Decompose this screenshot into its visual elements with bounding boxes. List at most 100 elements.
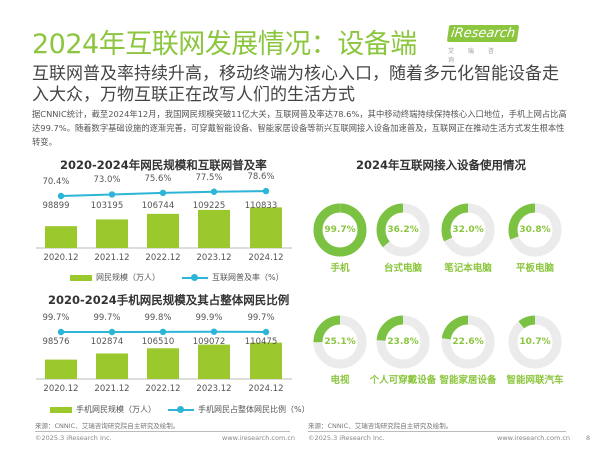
bar xyxy=(96,353,128,379)
iresearch-logo: iResearch 艾 瑞 咨 询 xyxy=(446,22,520,64)
bar xyxy=(45,226,77,248)
line-point xyxy=(108,328,116,336)
donut-value: 10.7% xyxy=(519,337,551,347)
donut xyxy=(441,203,495,257)
line-label: 77.5% xyxy=(195,172,223,183)
donut-arc xyxy=(313,315,367,369)
donut-value: 25.1% xyxy=(324,337,356,347)
donut-arc xyxy=(441,203,495,257)
donut-arc xyxy=(376,203,430,257)
source-left: 来源：CNNIC、艾瑞咨询研究院自主研究及绘制。 xyxy=(35,422,180,430)
legend-bar-swatch xyxy=(50,406,72,413)
bar xyxy=(250,207,282,248)
bar-label: 106744 xyxy=(141,201,175,211)
legend-line-swatch xyxy=(182,273,208,281)
donut xyxy=(376,203,430,257)
donut xyxy=(313,315,367,369)
bar-label: 110475 xyxy=(244,337,278,347)
bar xyxy=(45,359,77,379)
line-point xyxy=(262,187,270,195)
line-point xyxy=(262,328,270,336)
x-tick-label: 2024.12 xyxy=(248,384,284,394)
bar-label: 102874 xyxy=(90,337,124,347)
x-tick-label: 2023.12 xyxy=(196,253,232,263)
line-label: 75.6% xyxy=(144,173,172,184)
donut-label: 电视 xyxy=(330,375,350,386)
x-tick-label: 2021.12 xyxy=(94,253,130,263)
bar-label: 98899 xyxy=(42,201,70,211)
line-point xyxy=(57,192,65,200)
source-right: 来源：CNNIC、艾瑞咨询研究院自主研究及绘制。 xyxy=(308,422,453,430)
donut-label: 平板电脑 xyxy=(515,263,554,274)
donut xyxy=(376,315,430,369)
line-point xyxy=(210,328,218,335)
donut-label: 笔记本电脑 xyxy=(444,263,492,274)
donut-label: 台式电脑 xyxy=(383,263,422,274)
legend-line-label: 手机网民占整体网民比例（%） xyxy=(198,405,310,414)
line-point xyxy=(108,191,116,198)
legend-bar-label: 手机网民规模（万人） xyxy=(76,405,156,414)
donut-value: 36.2% xyxy=(387,225,419,235)
donut-label: 个人可穿戴设备 xyxy=(369,375,437,386)
divider xyxy=(35,431,290,432)
donut xyxy=(508,203,562,257)
x-tick-label: 2022.12 xyxy=(145,384,181,394)
chart2-title: 2020-2024手机网民规模及其占整体网民比例 xyxy=(48,293,290,307)
donut-value: 32.0% xyxy=(452,225,484,235)
line-point xyxy=(159,328,167,336)
x-tick-label: 2020.12 xyxy=(43,253,79,263)
line-point xyxy=(57,328,65,336)
chart2-svg xyxy=(36,328,292,380)
x-tick-label: 2021.12 xyxy=(94,384,130,394)
donut-label: 手机 xyxy=(330,263,350,274)
legend-line-swatch xyxy=(168,405,194,413)
bar xyxy=(198,209,230,248)
line-label: 99.9% xyxy=(195,312,223,323)
line-point xyxy=(159,189,167,197)
x-tick-label: 2020.12 xyxy=(43,384,79,394)
url-left: www.iresearch.com.cn xyxy=(222,434,296,442)
line-label: 73.0% xyxy=(93,175,121,186)
bar xyxy=(198,344,230,379)
page-title: 2024年互联网发展情况：设备端 xyxy=(32,29,417,60)
donut-title: 2024年互联网接入设备使用情况 xyxy=(356,158,527,172)
copyright-left: ©2025.3 iResearch Inc. xyxy=(35,434,112,442)
donut-value: 99.7% xyxy=(324,225,356,235)
legend-line-label: 互联网普及率（%） xyxy=(212,273,284,282)
donut-arc xyxy=(508,203,562,257)
bar xyxy=(250,342,282,379)
line-label: 99.7% xyxy=(42,313,70,323)
line-label: 99.7% xyxy=(93,313,121,323)
bar xyxy=(96,219,128,248)
copyright-right: ©2025.3 iResearch Inc. xyxy=(308,434,385,442)
line-label: 70.4% xyxy=(42,177,70,187)
page-number: 8 xyxy=(586,434,591,442)
line-label: 99.8% xyxy=(144,312,172,323)
donut xyxy=(441,315,495,369)
divider xyxy=(308,431,566,432)
body-text: 据CNNIC统计，截至2024年12月，我国网民规模突破11亿大关，互联网普及率… xyxy=(32,109,567,147)
donut-value: 22.6% xyxy=(452,337,484,347)
bar-label: 110833 xyxy=(244,201,278,211)
bar-label: 109225 xyxy=(192,201,226,211)
x-tick-label: 2023.12 xyxy=(196,384,232,394)
line-label: 99.7% xyxy=(247,313,275,323)
chart1-legend: 网民规模（万人） 互联网普及率（%） xyxy=(70,272,284,283)
url-right: www.iresearch.com.cn xyxy=(497,434,571,442)
x-tick-label: 2022.12 xyxy=(145,253,181,263)
bar-label: 106510 xyxy=(141,337,175,347)
bar-label: 103195 xyxy=(90,201,124,211)
legend-bar-label: 网民规模（万人） xyxy=(96,273,160,282)
donut-arc xyxy=(313,203,367,257)
legend-bar-swatch xyxy=(70,274,92,281)
bar-label: 109072 xyxy=(192,337,226,347)
bar xyxy=(147,213,179,248)
chart2-legend: 手机网民规模（万人） 手机网民占整体网民比例（%） xyxy=(50,404,310,415)
donut xyxy=(313,203,367,257)
donut xyxy=(508,315,562,369)
donut-arc xyxy=(376,315,430,369)
donut-label: 智能网联汽车 xyxy=(506,375,564,386)
bar-label: 98576 xyxy=(42,337,70,347)
chart1-title: 2020-2024年网民规模和互联网普及率 xyxy=(60,158,267,172)
donut-arc xyxy=(441,315,495,369)
